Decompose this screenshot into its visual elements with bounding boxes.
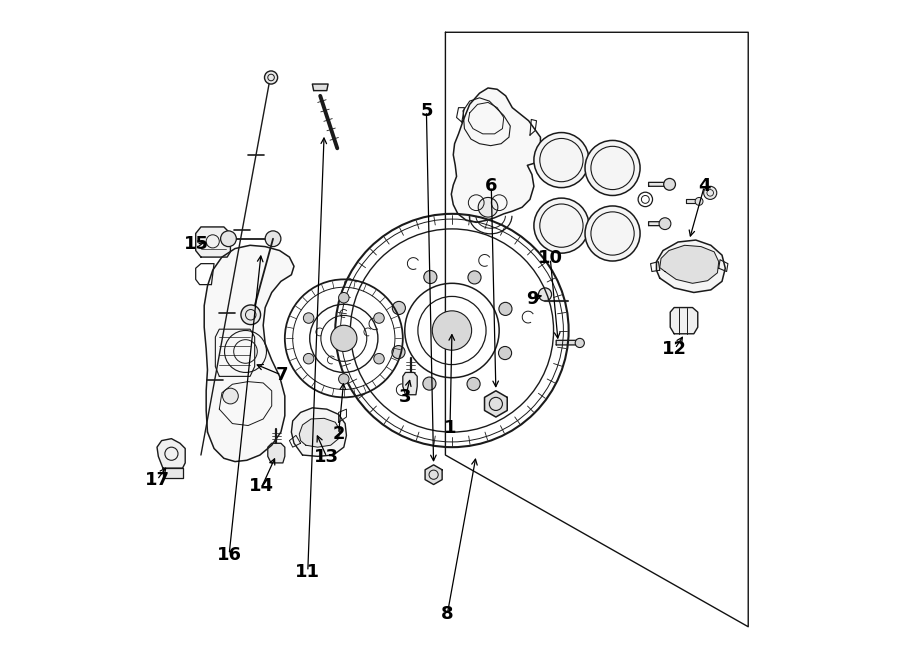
Circle shape [575,338,584,348]
Circle shape [585,140,640,196]
Polygon shape [451,88,541,222]
Circle shape [659,217,670,229]
Polygon shape [163,468,183,478]
Circle shape [585,206,640,261]
Text: 14: 14 [249,477,274,496]
Polygon shape [312,84,328,91]
Text: 3: 3 [400,389,411,407]
Circle shape [534,198,589,253]
Text: 1: 1 [444,418,456,436]
Text: 12: 12 [662,340,688,358]
Polygon shape [649,221,663,225]
Text: 7: 7 [275,366,288,384]
Text: 11: 11 [295,563,320,581]
Circle shape [467,377,480,391]
Circle shape [265,71,277,84]
Polygon shape [204,245,294,461]
Polygon shape [292,408,346,456]
Text: 10: 10 [538,249,562,268]
Text: 6: 6 [485,177,498,195]
Circle shape [499,302,512,315]
Polygon shape [656,240,725,292]
Text: 17: 17 [145,471,169,489]
Text: 15: 15 [184,235,209,253]
Circle shape [222,388,239,404]
Circle shape [338,292,349,303]
Circle shape [663,178,676,190]
Text: 16: 16 [217,546,241,564]
Polygon shape [484,391,508,417]
Circle shape [303,354,314,364]
Circle shape [374,354,384,364]
Circle shape [534,133,589,188]
Circle shape [423,377,436,390]
Circle shape [392,301,405,315]
Polygon shape [195,227,230,257]
Circle shape [499,346,511,360]
Text: 2: 2 [332,425,345,443]
Circle shape [695,198,703,206]
Circle shape [538,288,552,301]
Circle shape [266,231,281,247]
Circle shape [241,305,261,325]
Polygon shape [299,418,340,447]
Polygon shape [660,245,719,284]
Text: 8: 8 [441,605,454,623]
Text: 4: 4 [698,177,711,195]
Polygon shape [686,200,698,203]
Circle shape [303,313,314,323]
Polygon shape [403,372,418,395]
Circle shape [392,346,405,359]
Polygon shape [649,182,669,186]
Polygon shape [556,340,579,345]
Polygon shape [268,444,284,463]
Circle shape [338,373,349,384]
Polygon shape [670,307,698,334]
Circle shape [220,231,237,247]
Circle shape [432,311,472,350]
Circle shape [478,198,498,217]
Circle shape [704,186,716,200]
Polygon shape [425,465,442,485]
Polygon shape [157,439,185,468]
Circle shape [424,270,436,284]
Circle shape [374,313,384,323]
Text: 5: 5 [420,102,433,120]
Circle shape [468,271,482,284]
Text: 9: 9 [526,290,538,308]
Circle shape [330,325,357,352]
Text: 13: 13 [314,448,339,466]
